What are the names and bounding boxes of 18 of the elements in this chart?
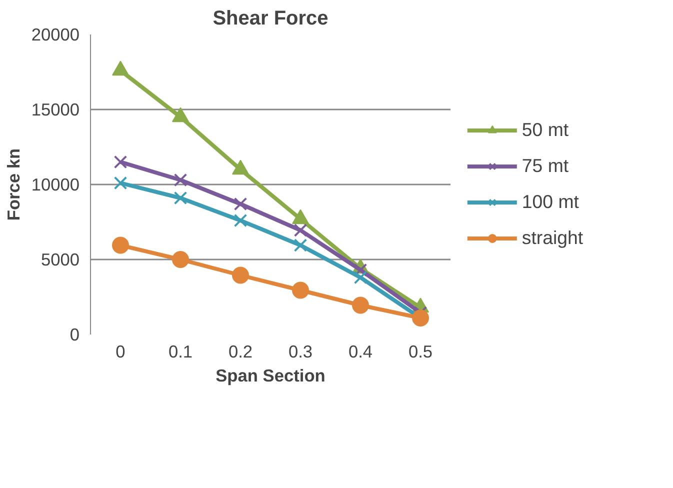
y-tick-label: 10000 (31, 174, 80, 194)
chart-title: Shear Force (212, 8, 328, 30)
y-tick-label: 20000 (31, 24, 80, 44)
x-tick-label: 0.1 (168, 342, 193, 362)
legend-label: 50 mt (522, 119, 569, 141)
legend-label: 75 mt (522, 155, 569, 177)
x-tick-label: 0.3 (288, 342, 313, 362)
x-tick-label: 0.2 (228, 342, 253, 362)
y-tick-label: 0 (70, 324, 80, 344)
y-tick-label: 15000 (31, 100, 80, 120)
x-tick-label: 0.4 (348, 342, 373, 362)
y-axis-title: Force kn (3, 148, 24, 221)
x-tick-label: 0.5 (408, 342, 433, 362)
legend-label: straight (522, 227, 584, 249)
legend-label: 100 mt (522, 191, 579, 213)
x-tick-label: 0 (116, 342, 126, 362)
y-tick-label: 5000 (40, 250, 80, 270)
x-axis-title: Span Section (216, 366, 326, 386)
